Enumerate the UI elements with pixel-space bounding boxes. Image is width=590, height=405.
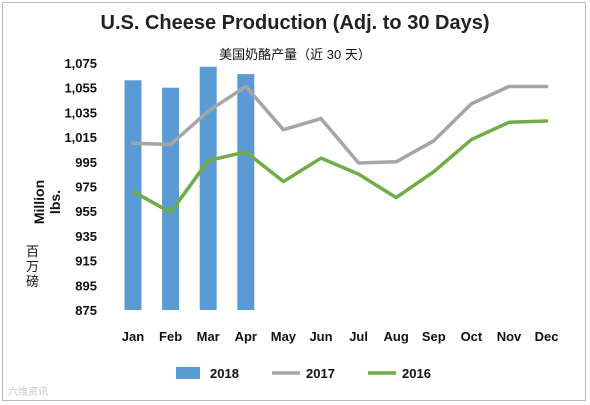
y-tick-label: 1,055 xyxy=(64,81,97,96)
legend-label-2018: 2018 xyxy=(210,366,239,381)
x-tick-label: May xyxy=(271,329,297,344)
y-tick-label: 1,015 xyxy=(64,130,97,145)
x-tick-label: Apr xyxy=(235,329,257,344)
y-axis-note: 百万磅 xyxy=(26,244,40,289)
chart-frame xyxy=(2,2,586,401)
chart-subtitle: 美国奶酪产量（近 30 天） xyxy=(219,47,371,62)
y-tick-label: 955 xyxy=(75,204,97,219)
x-tick-label: Dec xyxy=(535,329,559,344)
x-tick-label: Jan xyxy=(122,329,144,344)
bar-2018-mar xyxy=(199,66,217,310)
x-tick-label: Jun xyxy=(309,329,332,344)
y-tick-label: 1,035 xyxy=(64,105,97,120)
legend-label-2017: 2017 xyxy=(306,366,335,381)
y-tick-label: 995 xyxy=(75,155,97,170)
line-2016 xyxy=(131,119,549,215)
x-tick-label: Nov xyxy=(497,329,522,344)
y-tick-label: 1,075 xyxy=(64,56,97,71)
bar-2018-jan xyxy=(124,80,142,310)
x-tick-label: Oct xyxy=(461,329,483,344)
x-tick-label: Sep xyxy=(422,329,446,344)
chart-title: U.S. Cheese Production (Adj. to 30 Days) xyxy=(100,12,490,34)
line-2017 xyxy=(131,84,549,165)
bar-2018-feb xyxy=(162,87,180,310)
watermark: 六维资讯 xyxy=(8,387,48,398)
y-tick-label: 935 xyxy=(75,229,97,244)
bar-2018-apr xyxy=(237,74,255,311)
x-tick-label: Mar xyxy=(197,329,220,344)
legend-swatch-2018 xyxy=(176,367,200,379)
y-tick-label: 875 xyxy=(75,303,97,318)
y-tick-label: 975 xyxy=(75,180,97,195)
y-tick-label: 895 xyxy=(75,278,97,293)
x-tick-label: Aug xyxy=(384,329,409,344)
y-tick-label: 915 xyxy=(75,254,97,269)
x-tick-label: Jul xyxy=(349,329,368,344)
x-tick-label: Feb xyxy=(159,329,182,344)
legend-label-2016: 2016 xyxy=(402,366,431,381)
